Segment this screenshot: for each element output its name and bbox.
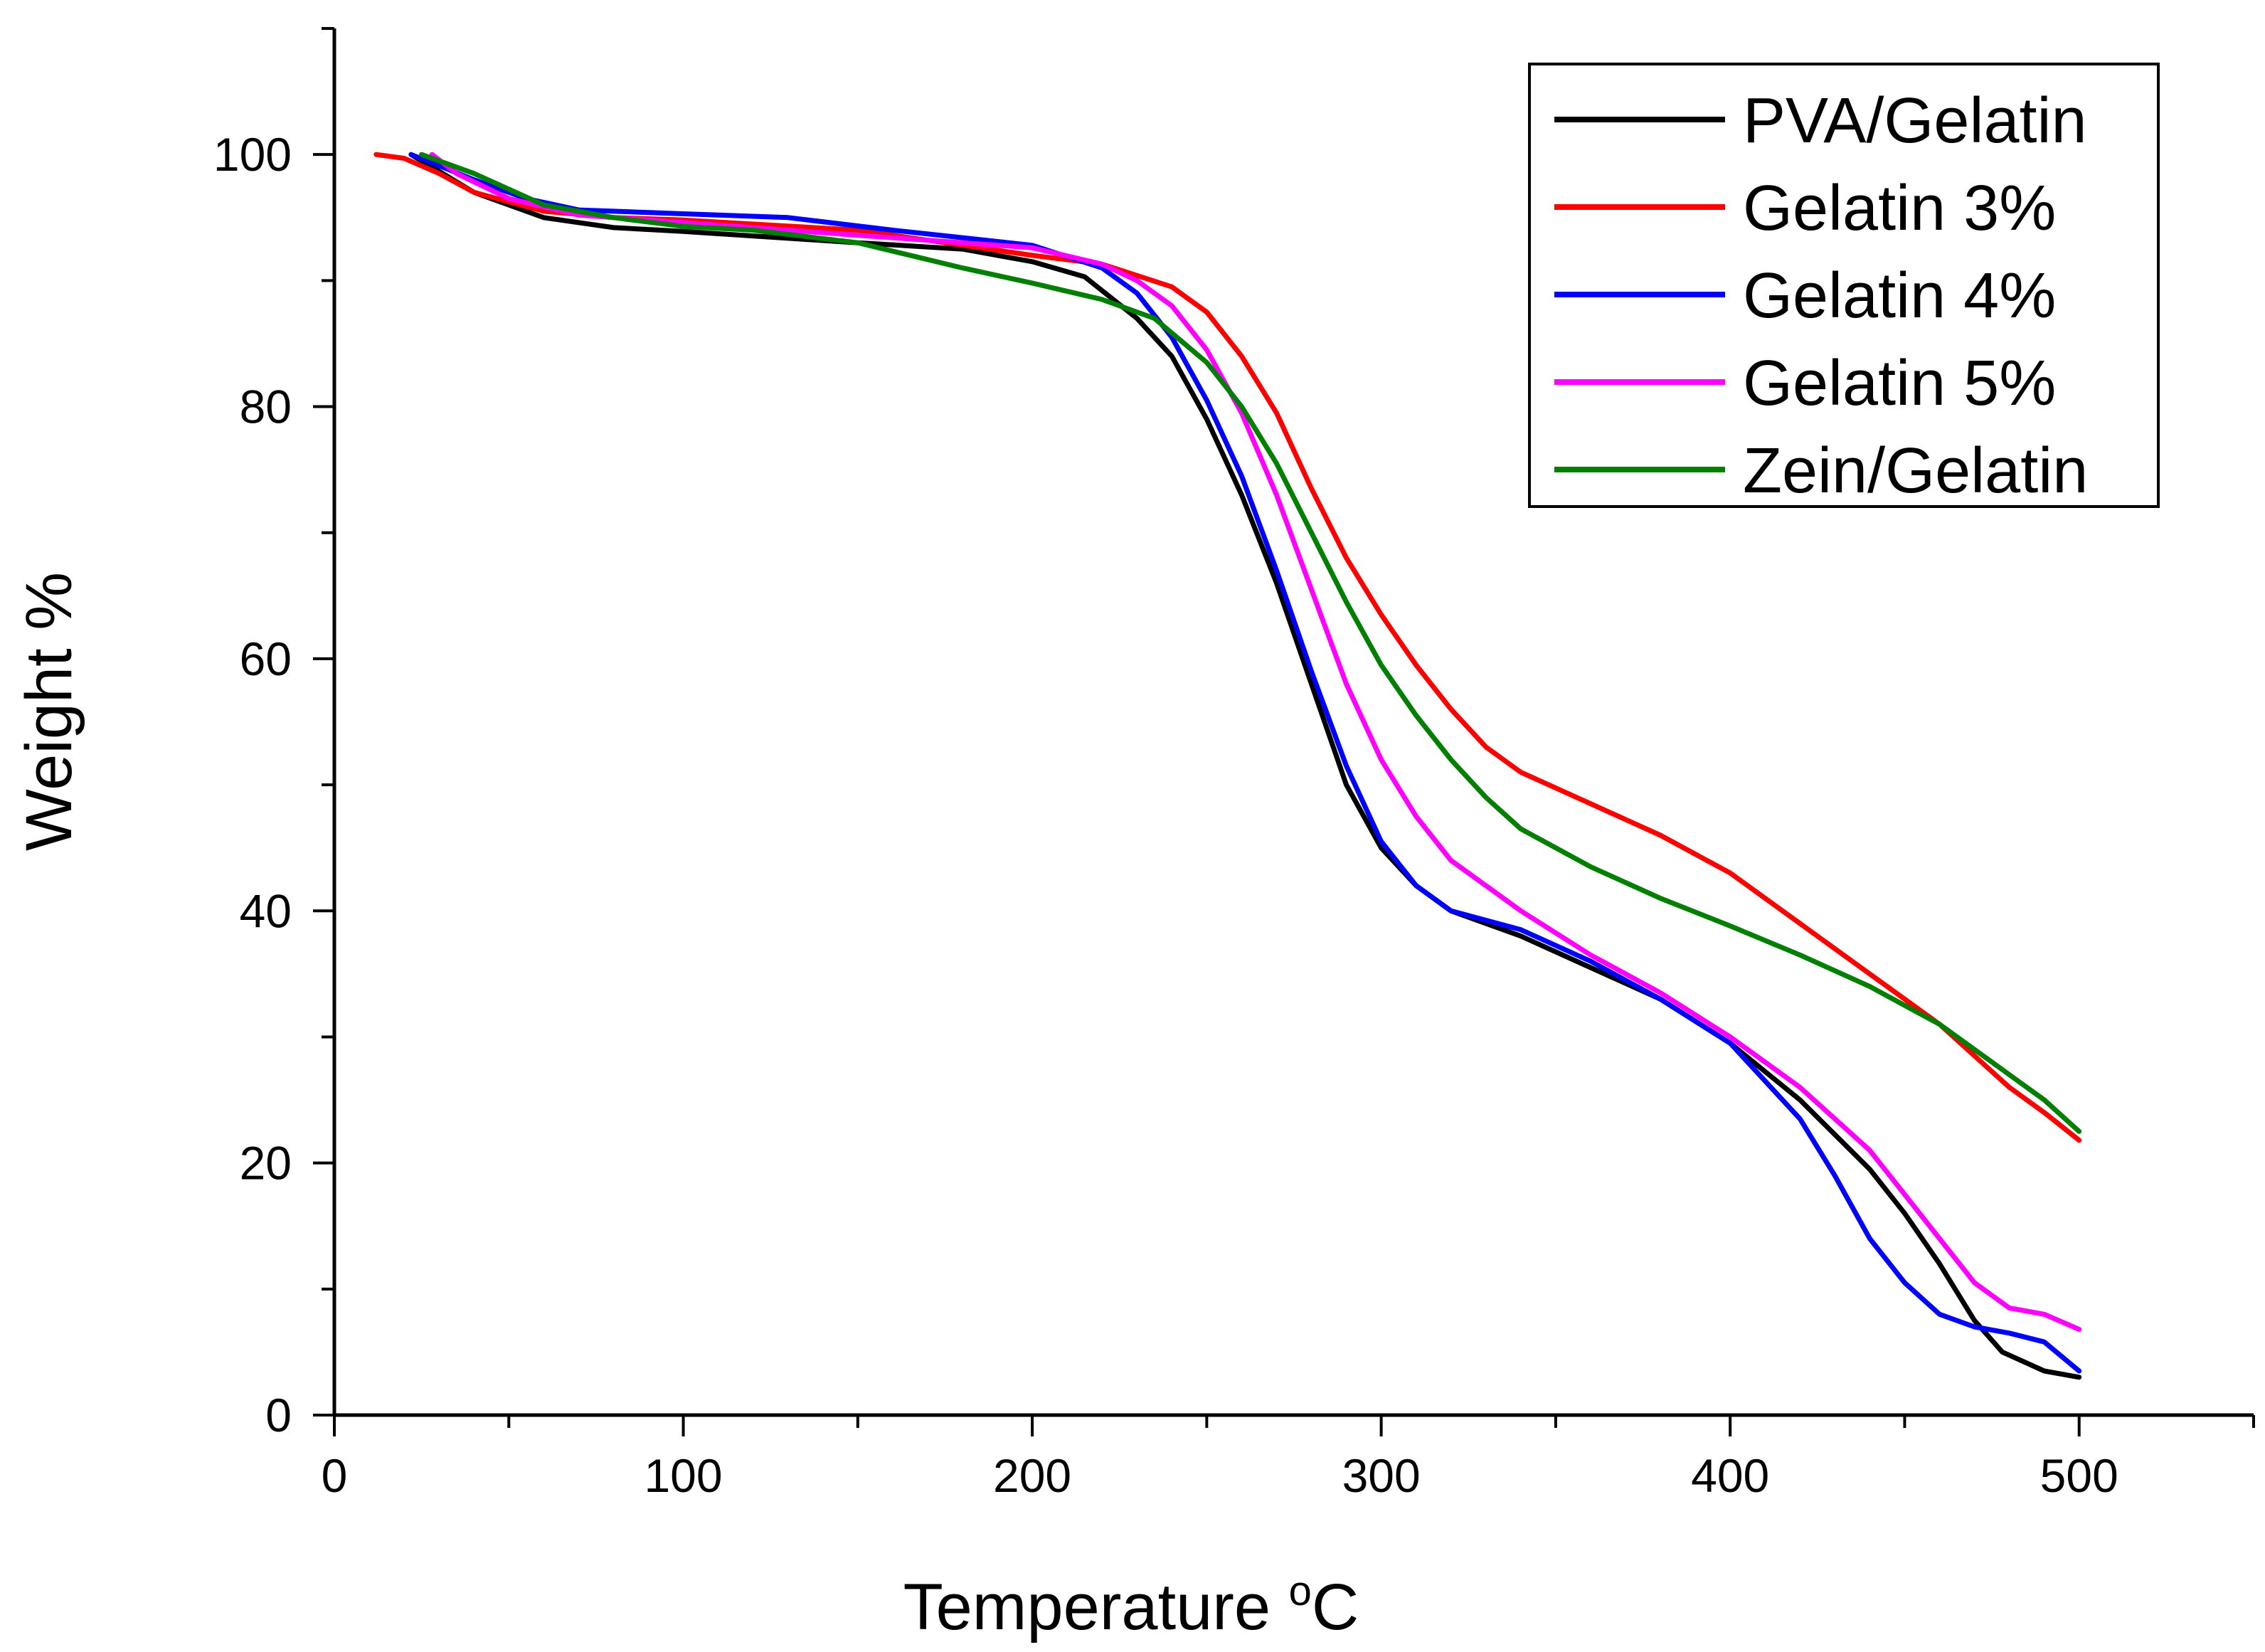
tick-marks [313, 27, 2255, 1436]
x-axis-title: Temperature oC [903, 1568, 1359, 1643]
axes [332, 28, 2254, 1417]
y-tick-label: 0 [265, 1389, 292, 1441]
x-tick-label: 0 [322, 1449, 348, 1502]
legend-box [1528, 63, 2160, 508]
x-axis-unit-degree: o [1289, 1568, 1312, 1614]
legend: PVA/Gelatin Gelatin 3% Gelatin 4% Gelatin 5… [1528, 63, 2160, 508]
y-tick-label: 80 [240, 381, 292, 433]
x-tick-label: 300 [1342, 1449, 1421, 1502]
x-tick-label: 200 [993, 1449, 1071, 1502]
legend-label-zein-gelatin: Zein/Gelatin [1743, 435, 2088, 507]
y-tick-label: 20 [240, 1137, 292, 1190]
x-tick-label: 100 [644, 1449, 722, 1502]
legend-label-gelatin-5: Gelatin 5% [1743, 348, 2056, 419]
legend-label-gelatin-4: Gelatin 4% [1743, 260, 2056, 332]
tick-labels: 0 100 200 300 400 500 0 20 40 60 80 100 [213, 128, 2118, 1502]
legend-label-gelatin-3: Gelatin 3% [1743, 173, 2056, 244]
series-line-gelatin-4 [408, 152, 2082, 1374]
x-axis-title-text: Temperature [903, 1571, 1271, 1643]
y-axis-title: Weight % [13, 572, 85, 851]
x-axis-title-space [1271, 1571, 1289, 1643]
x-axis-unit: C [1312, 1571, 1359, 1643]
x-tick-label: 500 [2040, 1449, 2118, 1502]
legend-label-pva-gelatin: PVA/Gelatin [1743, 85, 2087, 157]
series-line-gelatin-5 [429, 152, 2082, 1332]
x-tick-label: 400 [1691, 1449, 1769, 1502]
y-tick-label: 100 [213, 128, 292, 181]
y-tick-label: 60 [240, 632, 292, 685]
series-lines [373, 152, 2082, 1380]
y-tick-label: 40 [240, 884, 292, 937]
series-line-zein-gelatin [419, 152, 2082, 1134]
